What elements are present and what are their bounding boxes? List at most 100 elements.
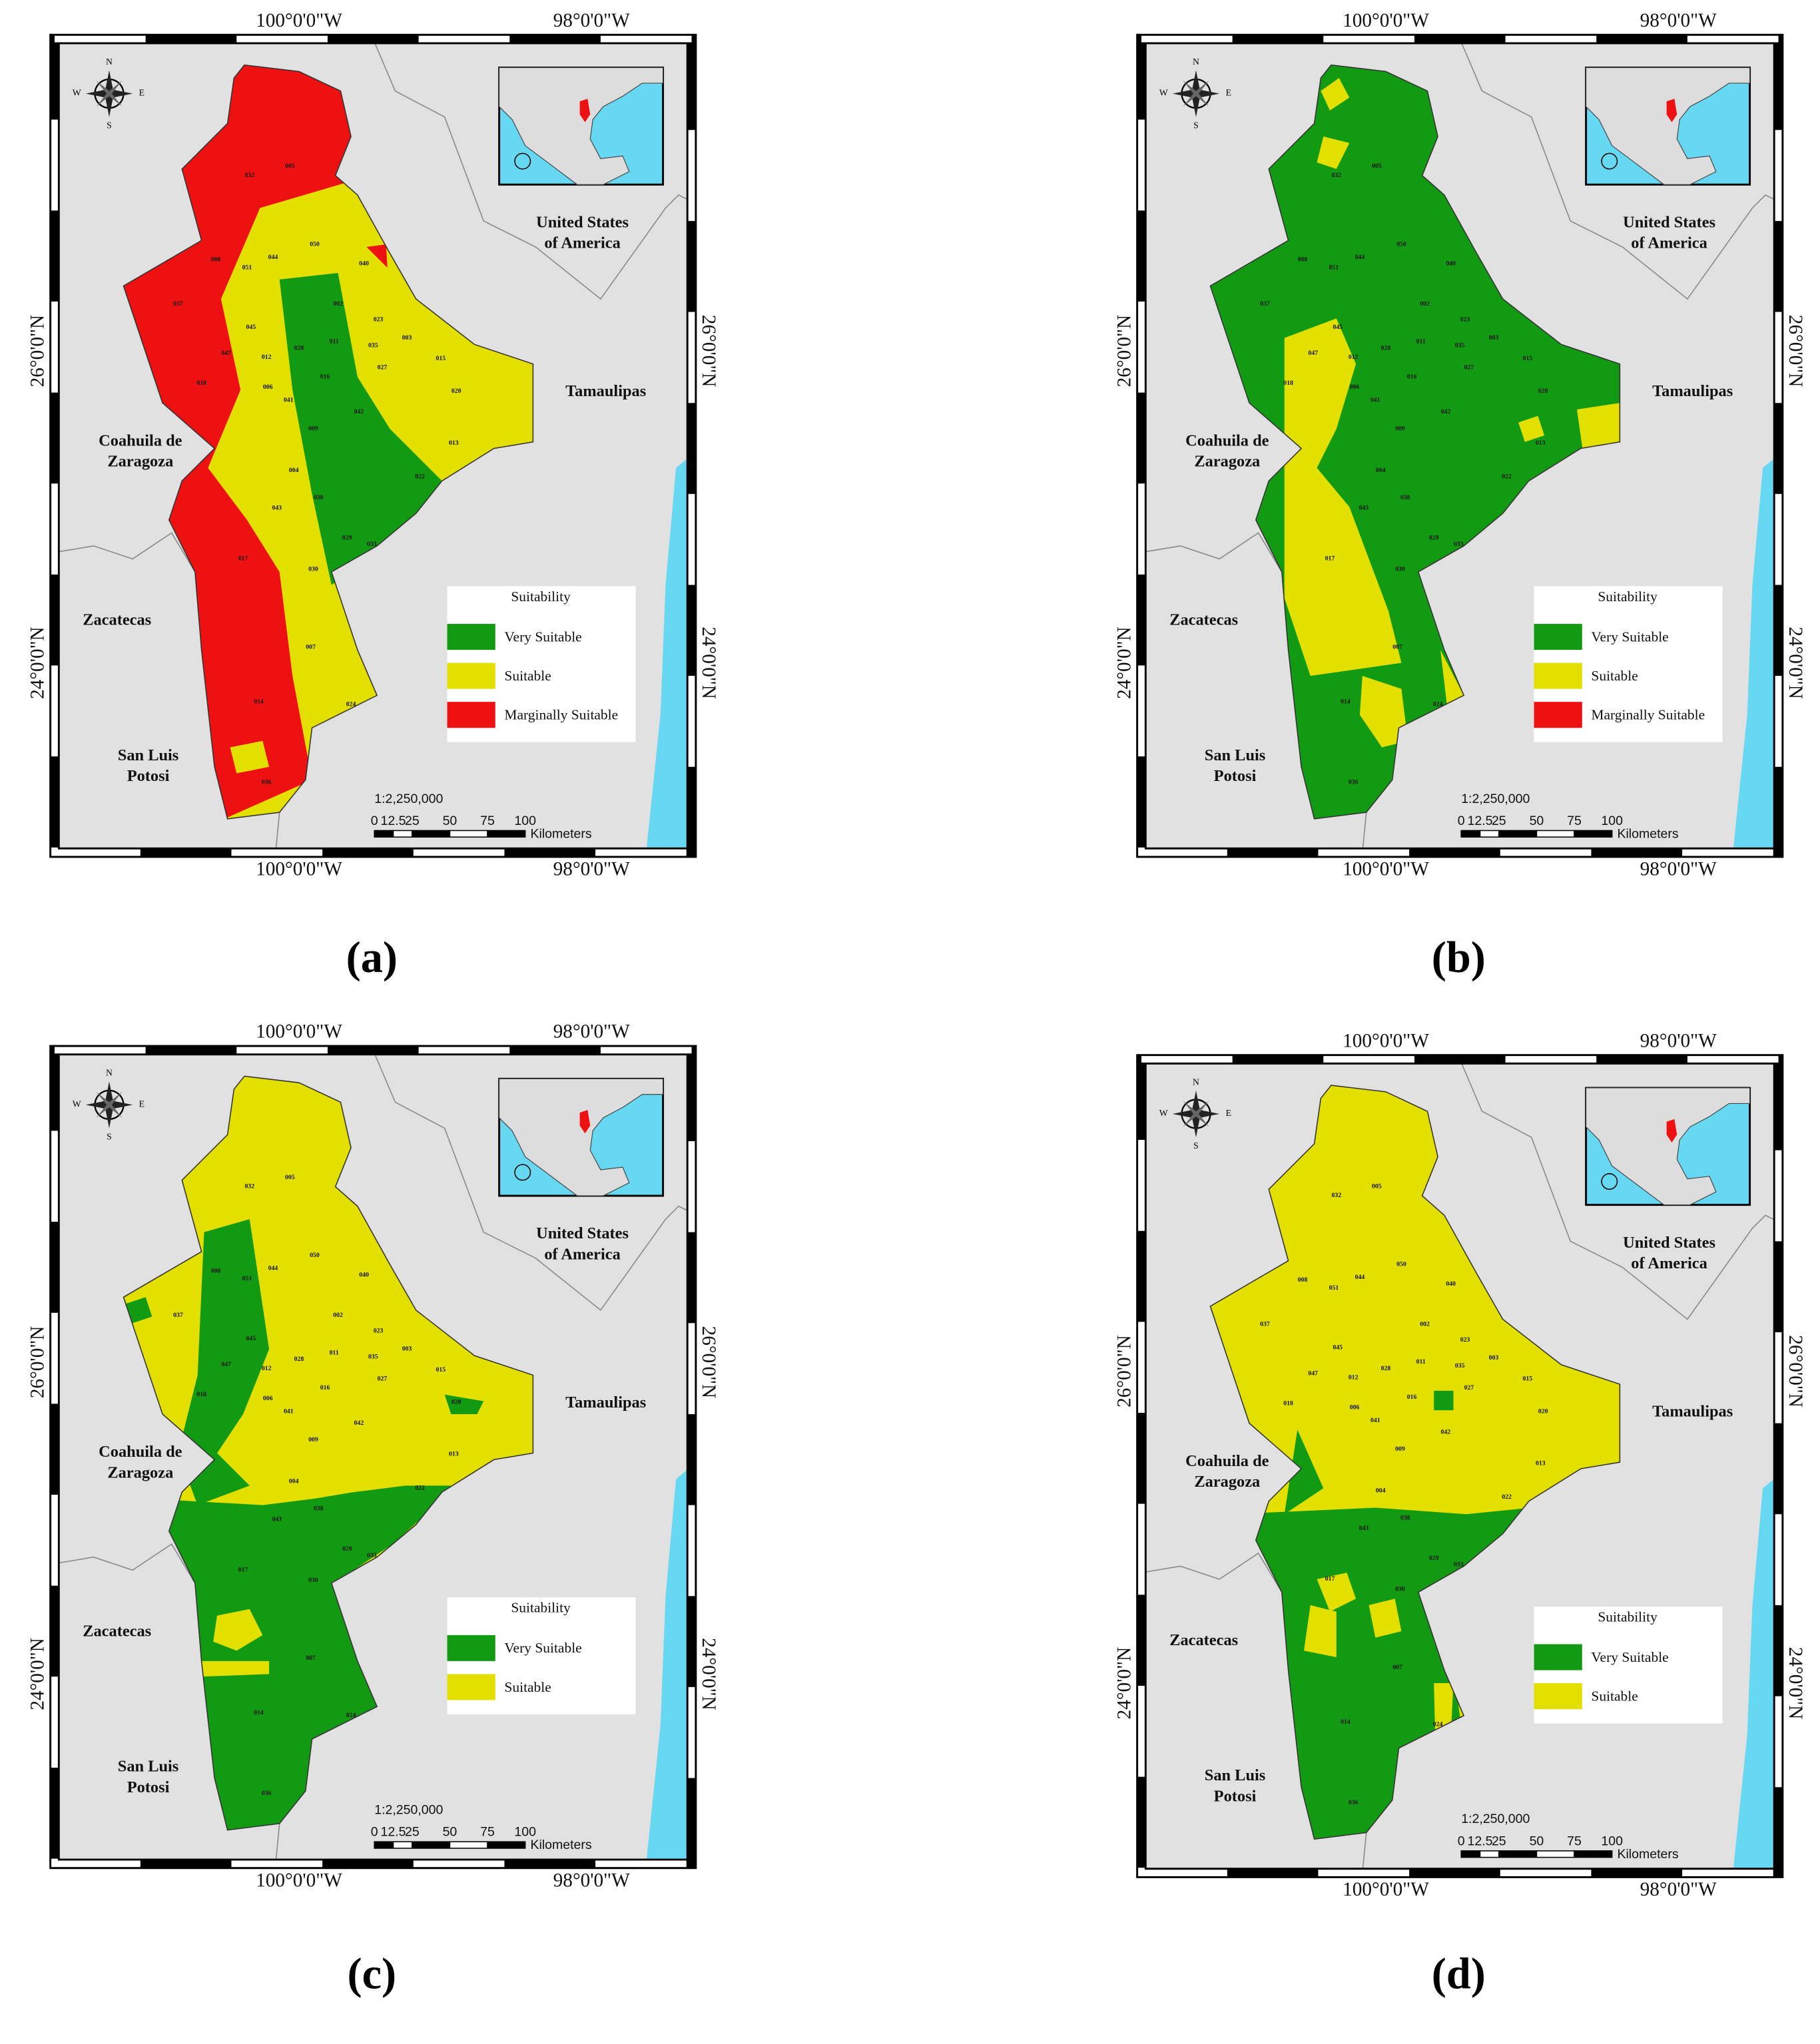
municipality-code: 018	[196, 380, 206, 387]
scale-unit: Kilometers	[530, 1838, 591, 1852]
lat-label: 26°0'0"N	[1113, 315, 1135, 387]
municipality-code: 024	[346, 1712, 356, 1719]
compass-letter: W	[1159, 88, 1168, 98]
scale-segment	[1536, 830, 1575, 838]
municipality-code: 040	[1446, 1280, 1456, 1288]
border-line	[1362, 812, 1367, 853]
municipality-code: 028	[294, 1356, 304, 1363]
legend-swatch	[1534, 1683, 1582, 1710]
zone	[213, 1609, 263, 1651]
lat-label: 26°0'0"N	[1113, 1335, 1135, 1407]
municipality-code: 012	[1349, 354, 1359, 361]
municipality-code: 045	[246, 324, 256, 331]
municipality-code: 033	[367, 541, 377, 548]
legend-label: Suitable	[504, 1679, 551, 1695]
legend-swatch	[1534, 702, 1582, 728]
municipality-code: 047	[221, 1361, 231, 1368]
scale-segment	[487, 830, 526, 838]
border-line	[275, 812, 280, 853]
place-name: Tamaulipas	[565, 1394, 646, 1411]
scale-ratio: 1:2,250,000	[374, 1803, 443, 1818]
municipality-code: 024	[346, 700, 356, 708]
compass-letter: E	[139, 1099, 145, 1109]
compass-letter: S	[107, 1131, 112, 1141]
municipality-code: 044	[268, 254, 278, 261]
legend-swatch	[447, 1635, 495, 1661]
map-panel: 0050320500440400080510370450020230350030…	[1113, 10, 1806, 880]
compass-letter: W	[1159, 1108, 1168, 1118]
municipality-code: 030	[1395, 565, 1405, 573]
lon-label: 100°0'0"W	[256, 1870, 342, 1891]
place-name: Tamaulipas	[1652, 1403, 1733, 1421]
municipality-code: 043	[272, 1515, 282, 1523]
border-line	[372, 39, 692, 300]
municipality-code: 009	[1395, 1445, 1405, 1453]
zone	[1368, 1599, 1402, 1638]
municipality-code: 040	[359, 260, 369, 268]
lat-label: 24°0'0"N	[698, 627, 719, 699]
municipality-code: 042	[354, 408, 364, 415]
place-name: San Luis	[118, 1758, 179, 1776]
scale-unit: Kilometers	[1617, 826, 1678, 841]
suitability-zones	[1210, 65, 1620, 819]
lat-label: 24°0'0"N	[1113, 1647, 1135, 1720]
municipality-code: 014	[254, 1709, 264, 1716]
scale-tick-label: 50	[1530, 814, 1544, 828]
legend: Suitability Very Suitable Suitable	[447, 1597, 636, 1714]
municipality-code: 005	[285, 162, 295, 170]
municipality-code: 023	[374, 316, 384, 323]
zone	[1518, 415, 1545, 442]
legend-label: Marginally Suitable	[1591, 707, 1705, 723]
place-name: Zaragoza	[107, 453, 173, 471]
scale-segment	[374, 830, 394, 838]
scale-segment	[449, 830, 488, 838]
municipality-code: 028	[1381, 1365, 1391, 1372]
place-name: of America	[1631, 234, 1707, 252]
legend-label: Very Suitable	[1591, 629, 1668, 644]
inset-map	[498, 67, 665, 186]
inset-highlight	[1666, 99, 1677, 123]
zone	[145, 1485, 458, 1830]
municipality-code: 014	[254, 698, 264, 705]
municipality-code: 011	[330, 338, 339, 346]
municipality-code: 036	[262, 1790, 272, 1797]
lon-label: 100°0'0"W	[256, 10, 342, 31]
compass-letter: E	[1226, 88, 1231, 98]
zone	[1303, 1605, 1337, 1658]
municipality-code: 027	[1464, 1384, 1474, 1392]
municipality-code: 030	[1395, 1586, 1405, 1593]
zone	[126, 1297, 152, 1324]
lon-label: 98°0'0"W	[1640, 859, 1717, 880]
legend-label: Marginally Suitable	[504, 707, 618, 723]
municipality-code: 004	[1376, 1487, 1386, 1494]
municipality-code: 042	[1440, 408, 1450, 415]
scale-tick-label: 75	[480, 1825, 495, 1840]
frame	[49, 33, 697, 858]
lat-label: 24°0'0"N	[1785, 627, 1806, 699]
lon-label: 98°0'0"W	[553, 859, 630, 880]
scale-ratio: 1:2,250,000	[374, 792, 443, 806]
municipality-code: 008	[211, 1267, 221, 1274]
scale-tick-label: 100	[514, 1825, 536, 1840]
municipality-code: 013	[1536, 1459, 1546, 1467]
municipality-code: 018	[1283, 380, 1293, 387]
municipality-code: 005	[285, 1174, 295, 1181]
municipality-code: 035	[1455, 1362, 1465, 1370]
place-name: Zaragoza	[1194, 453, 1260, 471]
municipality-code: 018	[1283, 1400, 1293, 1407]
inset-map	[1585, 67, 1751, 186]
inset-compass	[514, 1164, 531, 1181]
municipality-code: 006	[263, 1395, 273, 1402]
lat-label: 26°0'0"N	[1785, 315, 1806, 387]
zone	[1317, 136, 1350, 169]
municipality-code: 033	[367, 1552, 377, 1559]
municipality-code: 030	[308, 565, 318, 573]
legend-label: Suitable	[1591, 1688, 1638, 1704]
municipality-code: 036	[1349, 778, 1359, 786]
municipality-code: 029	[1429, 534, 1439, 541]
municipality-code: 022	[415, 473, 425, 481]
compass-letter: S	[107, 121, 112, 130]
sea	[1733, 455, 1779, 853]
municipality-code: 036	[262, 778, 272, 786]
